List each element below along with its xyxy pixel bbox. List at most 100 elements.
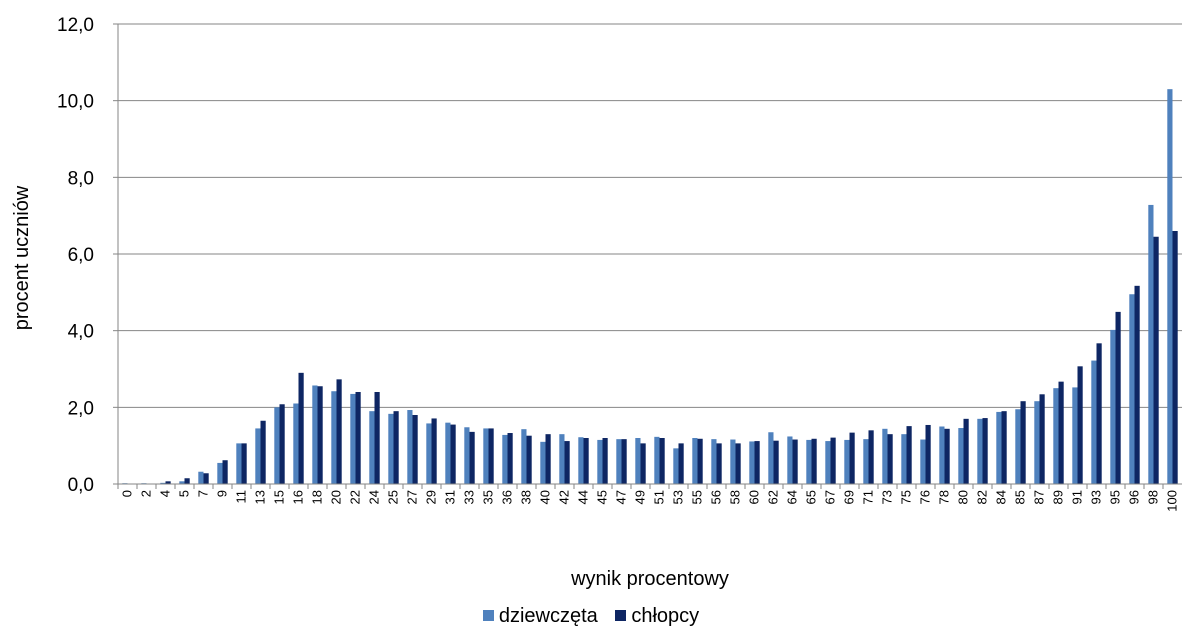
x-tick-label: 82	[975, 490, 990, 504]
bar-chlopcy	[241, 443, 247, 484]
bar-dziewczeta	[578, 437, 584, 484]
legend-label-girls: dziewczęta	[498, 604, 598, 627]
bar-chlopcy	[507, 433, 513, 484]
bar-dziewczeta	[293, 403, 299, 484]
bar-dziewczeta	[483, 428, 489, 484]
bar-dziewczeta	[844, 439, 850, 484]
x-tick-label: 84	[994, 490, 1009, 504]
x-tick-label: 29	[424, 490, 439, 504]
bar-chlopcy	[412, 415, 418, 484]
bar-dziewczeta	[1034, 401, 1040, 484]
x-tick-label: 85	[1013, 490, 1028, 504]
x-tick-label: 64	[785, 490, 800, 504]
y-tick-label: 0,0	[68, 475, 94, 496]
x-tick-label: 18	[310, 490, 325, 504]
x-tick-label: 27	[405, 490, 420, 504]
bar-chlopcy	[963, 418, 969, 484]
bar-chart: 0,02,04,06,08,010,012,0 0 2 4 5 7 9 11 13 15 16 18…	[11, 15, 1182, 590]
bar-dziewczeta	[1015, 409, 1021, 484]
bar-chlopcy	[469, 431, 475, 484]
bar-chlopcy	[887, 434, 893, 484]
bar-dziewczeta	[255, 428, 261, 484]
x-tick-label: 67	[823, 490, 838, 504]
x-tick-label: 45	[595, 490, 610, 504]
y-tick-label: 4,0	[68, 322, 94, 343]
bar-chlopcy	[659, 438, 665, 484]
bar-chlopcy	[1058, 381, 1064, 484]
bar-chlopcy	[184, 478, 190, 484]
x-tick-label: 47	[614, 490, 629, 504]
x-tick-label: 38	[519, 490, 534, 504]
bar-dziewczeta	[217, 462, 223, 484]
legend-label-boys: chłopcy	[631, 604, 700, 627]
bar-dziewczeta	[654, 436, 660, 484]
x-tick-label: 58	[728, 490, 743, 504]
legend-item-boys: chłopcy	[615, 604, 699, 628]
x-tick-label: 16	[291, 490, 306, 504]
bar-dziewczeta	[749, 441, 755, 484]
x-tick-label: 71	[861, 490, 876, 504]
x-tick-label: 93	[1089, 490, 1104, 504]
bar-chlopcy	[792, 439, 798, 484]
bar-chlopcy	[260, 420, 266, 484]
x-tick-label: 51	[652, 490, 667, 504]
bar-dziewczeta	[939, 426, 945, 484]
x-tick-label: 7	[196, 490, 211, 497]
bar-dziewczeta	[806, 439, 812, 484]
bar-chlopcy	[1077, 366, 1083, 484]
x-tick-label: 80	[956, 490, 971, 504]
bar-chlopcy	[393, 411, 399, 484]
x-tick-label: 35	[481, 490, 496, 504]
bar-dziewczeta	[179, 481, 185, 484]
bar-dziewczeta	[730, 439, 736, 484]
x-tick-label: 25	[386, 490, 401, 504]
bar-dziewczeta	[521, 429, 527, 484]
bar-chlopcy	[583, 438, 589, 484]
x-tick-label: 31	[443, 490, 458, 504]
bar-chlopcy	[1115, 311, 1121, 484]
x-tick-label: 5	[177, 490, 192, 497]
bar-chlopcy	[906, 426, 912, 484]
x-tick-label: 49	[633, 490, 648, 504]
x-tick-label: 36	[500, 490, 515, 504]
x-tick-label: 73	[880, 490, 895, 504]
bar-dziewczeta	[1053, 388, 1059, 484]
legend-item-girls: dziewczęta	[482, 604, 598, 628]
x-tick-label: 0	[120, 490, 135, 497]
bar-chlopcy	[1001, 411, 1007, 484]
bar-chlopcy	[925, 424, 931, 484]
bar-dziewczeta	[768, 432, 774, 484]
x-tick-label: 42	[557, 490, 572, 504]
bar-dziewczeta	[1148, 204, 1154, 484]
x-tick-label: 62	[766, 490, 781, 504]
x-tick-label: 60	[747, 490, 762, 504]
bar-chlopcy	[526, 435, 532, 484]
bar-dziewczeta	[312, 385, 318, 484]
bar-chlopcy	[450, 424, 456, 484]
bar-dziewczeta	[502, 434, 508, 484]
bar-dziewczeta	[825, 441, 831, 484]
bar-chlopcy	[773, 440, 779, 484]
x-tick-label: 75	[899, 490, 914, 504]
x-tick-label: 11	[234, 490, 249, 504]
x-tick-label: 15	[272, 490, 287, 504]
bar-dziewczeta	[787, 436, 793, 484]
x-tick-label: 44	[576, 490, 591, 504]
bar-dziewczeta	[673, 448, 679, 484]
bar-chlopcy	[716, 443, 722, 484]
bar-dziewczeta	[996, 411, 1002, 484]
bar-chlopcy	[735, 443, 741, 484]
x-tick-label: 40	[538, 490, 553, 504]
x-tick-label: 76	[918, 490, 933, 504]
legend: dziewczęta chłopcy	[0, 603, 1182, 628]
bar-chlopcy	[203, 473, 209, 484]
x-tick-label: 89	[1051, 490, 1066, 504]
bar-dziewczeta	[863, 439, 869, 484]
x-tick-label: 22	[348, 490, 363, 504]
bar-chlopcy	[868, 430, 874, 484]
bar-dziewczeta	[977, 418, 983, 484]
bar-dziewczeta	[236, 443, 242, 484]
x-tick-label: 33	[462, 490, 477, 504]
bar-chlopcy	[944, 428, 950, 484]
x-tick-label: 98	[1146, 490, 1161, 504]
